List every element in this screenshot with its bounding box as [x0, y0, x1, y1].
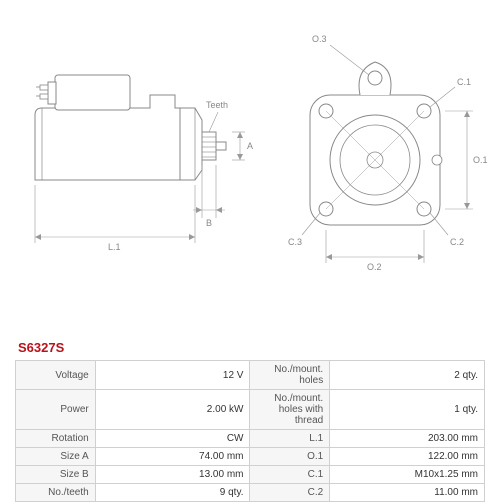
label-o3: O.3	[312, 34, 327, 44]
label-l1: L.1	[108, 242, 121, 252]
side-view: Teeth A B L.1	[35, 75, 253, 252]
label-c1: C.1	[457, 77, 471, 87]
table-row: Power2.00 kWNo./mount. holes with thread…	[16, 390, 485, 430]
table-row: Size B13.00 mmC.1M10x1.25 mm	[16, 466, 485, 484]
label-c3: C.3	[288, 237, 302, 247]
table-row: Size A74.00 mmO.1122.00 mm	[16, 448, 485, 466]
spec-label: No./teeth	[16, 484, 96, 502]
table-row: No./teeth9 qty.C.211.00 mm	[16, 484, 485, 502]
spec-value: M10x1.25 mm	[330, 466, 485, 484]
spec-value: 1 qty.	[330, 390, 485, 430]
spec-value: 11.00 mm	[330, 484, 485, 502]
spec-label: C.1	[250, 466, 330, 484]
spec-value: 9 qty.	[95, 484, 250, 502]
spec-value: CW	[95, 430, 250, 448]
spec-label: Power	[16, 390, 96, 430]
label-teeth: Teeth	[206, 100, 228, 110]
spec-value: 74.00 mm	[95, 448, 250, 466]
spec-label: O.1	[250, 448, 330, 466]
label-o2: O.2	[367, 262, 382, 272]
table-row: RotationCWL.1203.00 mm	[16, 430, 485, 448]
spec-label: No./mount. holes	[250, 361, 330, 390]
front-view: O.3 C.1 C.3 C.2 O.1 O.2	[288, 34, 488, 272]
spec-label: C.2	[250, 484, 330, 502]
spec-value: 203.00 mm	[330, 430, 485, 448]
spec-value: 2 qty.	[330, 361, 485, 390]
technical-diagram: Teeth A B L.1	[0, 0, 500, 330]
label-c2: C.2	[450, 237, 464, 247]
spec-label: No./mount. holes with thread	[250, 390, 330, 430]
table-row: Voltage12 VNo./mount. holes2 qty.	[16, 361, 485, 390]
label-a: A	[247, 141, 253, 151]
spec-label: Voltage	[16, 361, 96, 390]
spec-label: L.1	[250, 430, 330, 448]
spec-value: 2.00 kW	[95, 390, 250, 430]
spec-table: Voltage12 VNo./mount. holes2 qty.Power2.…	[15, 360, 485, 502]
label-b: B	[206, 218, 212, 228]
spec-label: Size A	[16, 448, 96, 466]
spec-value: 13.00 mm	[95, 466, 250, 484]
spec-label: Rotation	[16, 430, 96, 448]
spec-value: 122.00 mm	[330, 448, 485, 466]
spec-label: Size B	[16, 466, 96, 484]
label-o1: O.1	[473, 155, 488, 165]
spec-value: 12 V	[95, 361, 250, 390]
part-number: S6327S	[18, 340, 64, 355]
